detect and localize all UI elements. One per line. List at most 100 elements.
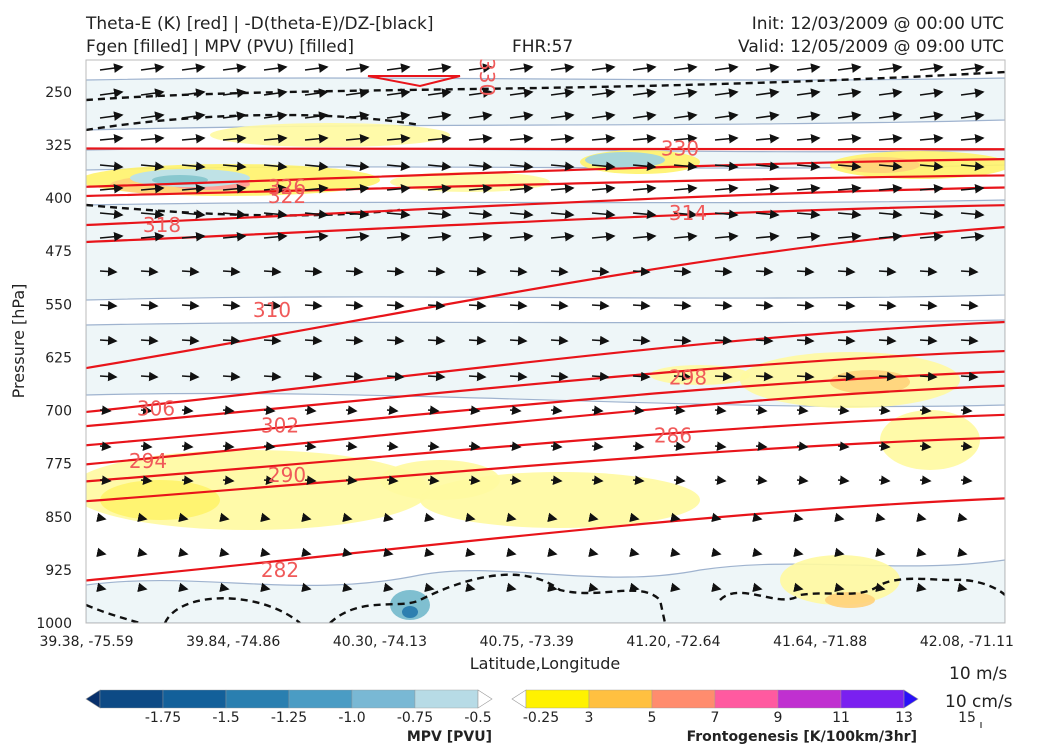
- wind-vector: [591, 441, 604, 451]
- wind-vector: [673, 266, 692, 277]
- x-tick-label: 40.75, -73.39: [480, 634, 574, 650]
- wind-vector: [304, 111, 329, 121]
- wind-vector: [468, 209, 493, 220]
- wind-vector: [755, 441, 768, 451]
- wind-vector: [386, 475, 399, 485]
- wind-vector: [222, 371, 241, 382]
- wind-vector: [345, 161, 370, 172]
- wind-vector: [793, 547, 804, 558]
- mpv-colorbar-tick: -1.5: [212, 710, 239, 726]
- wind-vector: [427, 161, 452, 172]
- wind-vector: [345, 88, 370, 98]
- wind-vector: [834, 547, 845, 558]
- wind-vector: [960, 335, 979, 346]
- mpv-colorbar-tick: -1.75: [145, 710, 181, 726]
- wind-vector: [140, 88, 165, 98]
- wind-vector: [140, 183, 165, 194]
- mpv-colorbar-tick: -0.5: [464, 710, 491, 726]
- wind-vector: [632, 371, 651, 382]
- wind-vector: [181, 441, 194, 451]
- fgen-colorbar-tick: 3: [585, 710, 594, 726]
- wind-vector: [140, 300, 159, 311]
- wind-vector: [670, 547, 681, 558]
- wind-vector: [263, 88, 288, 98]
- wind-vector: [916, 512, 927, 523]
- wind-vector: [468, 88, 493, 98]
- wind-vector: [796, 88, 821, 98]
- wind-vector: [796, 300, 815, 311]
- wind-vector: [181, 111, 206, 121]
- wind-vector: [919, 405, 932, 415]
- wind-vector: [673, 371, 692, 382]
- wind-vector: [345, 63, 370, 73]
- wind-vector: [304, 300, 323, 311]
- wind-vector: [345, 231, 370, 242]
- wind-vector: [386, 335, 405, 346]
- wind-vector: [304, 133, 329, 144]
- dthetae-dz-contour: [86, 603, 141, 623]
- fgen-colorbar-title: Frontogenesis [K/100km/3hr]: [687, 729, 917, 745]
- wind-vector: [878, 475, 891, 485]
- fgen-colorbar-tick: 7: [711, 710, 720, 726]
- wind-vector: [222, 405, 235, 415]
- wind-vector: [711, 512, 722, 523]
- reference-vector-horizontal: 10 m/s: [949, 664, 1008, 684]
- wind-vector: [588, 582, 599, 593]
- wind-vector: [837, 161, 862, 172]
- wind-vector: [140, 133, 165, 144]
- wind-vector: [468, 63, 493, 73]
- wind-vector: [960, 405, 973, 415]
- wind-vector: [919, 88, 944, 98]
- wind-vector: [591, 209, 616, 220]
- wind-vector: [673, 475, 686, 485]
- wind-vector: [629, 547, 640, 558]
- wind-vector: [263, 161, 288, 172]
- wind-vector: [427, 63, 452, 73]
- colorbar-segment: [351, 689, 416, 709]
- wind-vector: [796, 266, 815, 277]
- mpv-band: [86, 77, 1005, 131]
- wind-vector: [957, 547, 968, 558]
- wind-vector: [878, 133, 903, 144]
- wind-vector: [714, 88, 739, 98]
- wind-vector: [99, 405, 112, 415]
- wind-vector: [714, 63, 739, 73]
- wind-vector: [386, 266, 405, 277]
- mpv-colorbar-tick: -1.0: [338, 710, 365, 726]
- wind-vector: [837, 441, 850, 451]
- wind-vector: [96, 512, 107, 523]
- wind-vector: [837, 63, 862, 73]
- wind-vector: [178, 547, 189, 558]
- wind-vector: [181, 266, 200, 277]
- y-tick-label: 700: [45, 404, 72, 420]
- wind-vector: [591, 405, 604, 415]
- wind-vector: [345, 183, 370, 194]
- wind-vector: [591, 111, 616, 121]
- wind-vector: [591, 475, 604, 485]
- wind-vector: [673, 335, 692, 346]
- wind-vector: [632, 63, 657, 73]
- wind-vector: [673, 300, 692, 311]
- wind-vector: [181, 335, 200, 346]
- wind-vector: [796, 161, 821, 172]
- y-tick-label: 925: [45, 563, 72, 579]
- x-tick-label: 39.38, -75.59: [39, 634, 133, 650]
- wind-vector: [263, 133, 288, 144]
- theta-e-line-318: [86, 186, 1005, 227]
- wind-vector: [181, 133, 206, 144]
- y-tick-label: 550: [45, 297, 72, 313]
- wind-vector: [506, 547, 517, 558]
- wind-vector: [670, 512, 681, 523]
- wind-vector: [714, 133, 739, 144]
- wind-vector: [468, 161, 493, 172]
- wind-vector: [550, 441, 563, 451]
- wind-vector: [263, 300, 282, 311]
- wind-vector: [632, 88, 657, 98]
- wind-vector: [137, 582, 148, 593]
- wind-vector: [178, 512, 189, 523]
- theta-e-line-310: [86, 226, 1005, 370]
- wind-vector: [468, 300, 487, 311]
- wind-vector: [837, 300, 856, 311]
- wind-vector: [509, 405, 522, 415]
- wind-vector: [465, 512, 476, 523]
